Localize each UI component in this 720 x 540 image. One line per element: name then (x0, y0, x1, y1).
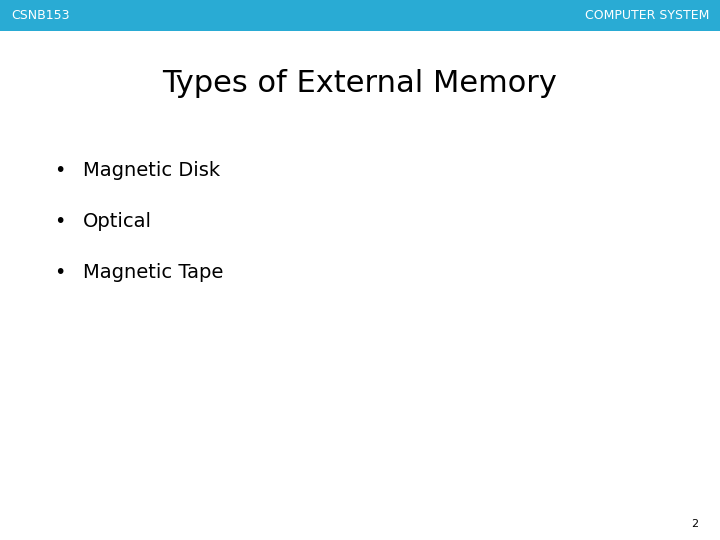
Text: Optical: Optical (83, 212, 152, 231)
Text: •: • (54, 263, 66, 282)
Text: Magnetic Disk: Magnetic Disk (83, 160, 220, 180)
Text: Magnetic Tape: Magnetic Tape (83, 263, 223, 282)
Text: •: • (54, 212, 66, 231)
Text: •: • (54, 160, 66, 180)
FancyBboxPatch shape (0, 0, 720, 31)
Text: COMPUTER SYSTEM: COMPUTER SYSTEM (585, 9, 709, 22)
Text: 2: 2 (691, 519, 698, 529)
Text: Types of External Memory: Types of External Memory (163, 69, 557, 98)
Text: CSNB153: CSNB153 (11, 9, 69, 22)
